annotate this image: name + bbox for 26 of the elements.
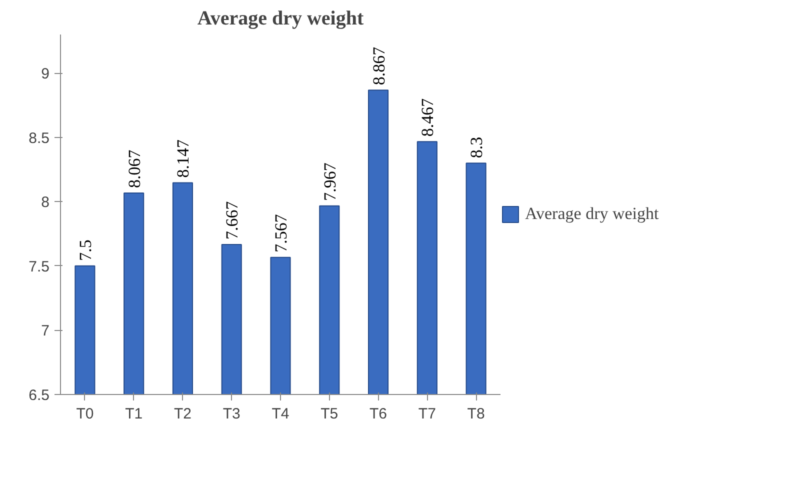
data-label: 8.467 xyxy=(418,98,438,137)
x-tick-label: T8 xyxy=(467,406,485,422)
data-label: 7.667 xyxy=(222,200,242,240)
y-tick-label: 7 xyxy=(41,322,50,340)
x-tick-label: T3 xyxy=(222,406,240,422)
x-tick-label: T0 xyxy=(76,406,94,422)
x-tick-label: T2 xyxy=(174,406,192,422)
data-label: 8.867 xyxy=(369,46,388,86)
x-tick-label: T5 xyxy=(320,406,338,422)
y-tick-label: 8 xyxy=(41,194,50,212)
x-tick-label: T4 xyxy=(272,406,290,422)
y-tick-label: 7.5 xyxy=(28,258,50,276)
x-tick-label: T6 xyxy=(370,406,388,422)
y-tick-label: 9 xyxy=(41,66,50,83)
data-label: 8.147 xyxy=(174,138,193,178)
y-tick-label: 8.5 xyxy=(28,130,50,147)
legend-label: Average dry weight xyxy=(525,204,659,224)
data-label: 7.967 xyxy=(320,162,340,201)
y-tick-label: 6.5 xyxy=(28,387,50,404)
data-label: 8.067 xyxy=(124,149,144,188)
data-label: 8.3 xyxy=(467,136,486,158)
x-tick-label: T7 xyxy=(418,406,436,422)
chart-title: Average dry weight xyxy=(197,8,364,30)
data-label: 7.5 xyxy=(76,240,95,261)
data-label: 7.567 xyxy=(272,214,290,252)
x-tick-label: T1 xyxy=(125,406,143,422)
